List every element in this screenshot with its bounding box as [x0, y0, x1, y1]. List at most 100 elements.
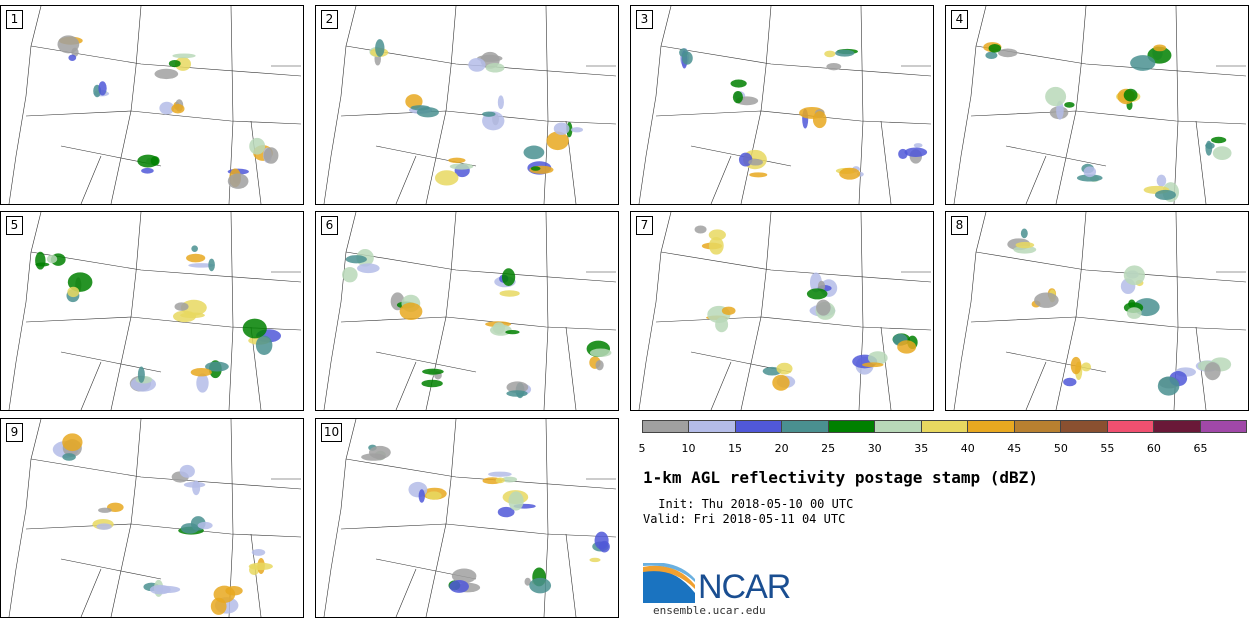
- reflectivity-cell: [501, 476, 518, 483]
- state-border: [340, 110, 617, 125]
- reflectivity-cell: [529, 577, 552, 594]
- colorbar-bin: [643, 421, 690, 432]
- reflectivity-cell: [449, 163, 474, 170]
- state-border: [543, 6, 549, 204]
- reflectivity-cell: [468, 58, 486, 72]
- reflectivity-cell: [421, 379, 443, 388]
- state-border: [250, 533, 262, 617]
- reflectivity-cell: [589, 557, 601, 563]
- reflectivity-cell: [772, 374, 790, 391]
- reflectivity-cell: [1123, 88, 1138, 102]
- state-border: [110, 419, 142, 617]
- reflectivity-cell: [180, 312, 205, 319]
- reflectivity-cell: [1154, 189, 1176, 201]
- colorbar-tick-label: 25: [821, 442, 836, 455]
- reflectivity-cell: [67, 286, 80, 298]
- map-plot: [323, 6, 617, 204]
- reflectivity-cell: [183, 481, 206, 488]
- state-border: [425, 419, 457, 617]
- member-label: 4: [951, 10, 968, 29]
- state-border: [1025, 155, 1047, 204]
- reflectivity-cell: [570, 127, 584, 133]
- reflectivity-cell: [98, 507, 112, 513]
- reflectivity-cell: [1081, 362, 1092, 372]
- reflectivity-cell: [721, 306, 736, 315]
- map-plot: [638, 6, 932, 204]
- state-border: [80, 361, 102, 410]
- reflectivity-cell: [418, 489, 425, 503]
- state-border: [880, 326, 892, 410]
- state-border: [25, 523, 302, 538]
- state-border: [425, 6, 457, 204]
- reflectivity-cell: [816, 299, 831, 316]
- reflectivity-cell: [197, 521, 213, 530]
- reflectivity-cell: [159, 101, 175, 115]
- reflectivity-cell: [1123, 265, 1145, 286]
- state-border: [1055, 212, 1087, 410]
- reflectivity-cell: [997, 48, 1018, 58]
- colorbar-bin: [1154, 421, 1201, 432]
- member-label: 7: [636, 216, 653, 235]
- state-border: [80, 155, 102, 204]
- reflectivity-cell: [1015, 241, 1035, 249]
- map-plot: [323, 212, 617, 410]
- reflectivity-cell: [497, 506, 515, 518]
- reflectivity-cell: [213, 585, 236, 603]
- colorbar-tick-label: 35: [914, 442, 929, 455]
- reflectivity-cell: [186, 253, 206, 263]
- state-border: [880, 120, 892, 204]
- reflectivity-cell: [449, 580, 469, 593]
- reflectivity-cell: [589, 348, 612, 357]
- reflectivity-cell: [451, 568, 477, 584]
- reflectivity-cell: [249, 137, 266, 155]
- member-label: 6: [321, 216, 338, 235]
- reflectivity-cell: [524, 577, 531, 586]
- reflectivity-cell: [913, 143, 923, 148]
- reflectivity-cell: [867, 351, 888, 365]
- reflectivity-cell: [812, 111, 827, 129]
- reflectivity-cell: [399, 302, 423, 321]
- reflectivity-cell: [190, 368, 212, 377]
- reflectivity-cell: [506, 381, 529, 394]
- reflectivity-cell: [448, 157, 466, 163]
- reflectivity-cell: [71, 47, 79, 57]
- reflectivity-cell: [897, 340, 917, 354]
- reflectivity-cell: [1156, 174, 1167, 187]
- colorbar-bin: [968, 421, 1015, 432]
- reflectivity-cell: [62, 433, 83, 452]
- state-border: [375, 351, 477, 373]
- state-border: [1005, 145, 1107, 167]
- colorbar-bin: [875, 421, 922, 432]
- colorbar-tick-label: 10: [681, 442, 696, 455]
- state-border: [638, 6, 672, 204]
- reflectivity-cell: [1130, 55, 1156, 71]
- member-panel-2: 2: [315, 5, 619, 205]
- colorbar-tick-label: 15: [728, 442, 743, 455]
- reflectivity-cell: [1126, 307, 1142, 319]
- colorbar-tick-label: 5: [638, 442, 646, 455]
- reflectivity-cell: [839, 167, 861, 180]
- reflectivity-cell: [208, 258, 215, 272]
- member-label: 9: [6, 423, 23, 442]
- state-border: [655, 110, 932, 125]
- state-border: [1055, 6, 1087, 204]
- reflectivity-cell: [1076, 174, 1103, 182]
- reflectivity-cell: [1064, 101, 1075, 108]
- state-border: [8, 6, 42, 204]
- state-border: [8, 212, 42, 410]
- state-border: [1173, 6, 1179, 204]
- state-border: [375, 145, 477, 167]
- reflectivity-cell: [174, 302, 189, 311]
- reflectivity-cell: [426, 491, 442, 500]
- reflectivity-cell: [345, 255, 367, 264]
- reflectivity-cell: [508, 491, 524, 511]
- reflectivity-cell: [749, 172, 768, 178]
- reflectivity-cell: [434, 170, 459, 186]
- reflectivity-cell: [98, 81, 107, 96]
- member-panel-10: 10: [315, 418, 619, 618]
- state-border: [30, 458, 302, 490]
- state-border: [543, 212, 549, 410]
- state-border: [740, 212, 772, 410]
- colorbar-tick-label: 45: [1007, 442, 1022, 455]
- reflectivity-cell: [492, 322, 506, 334]
